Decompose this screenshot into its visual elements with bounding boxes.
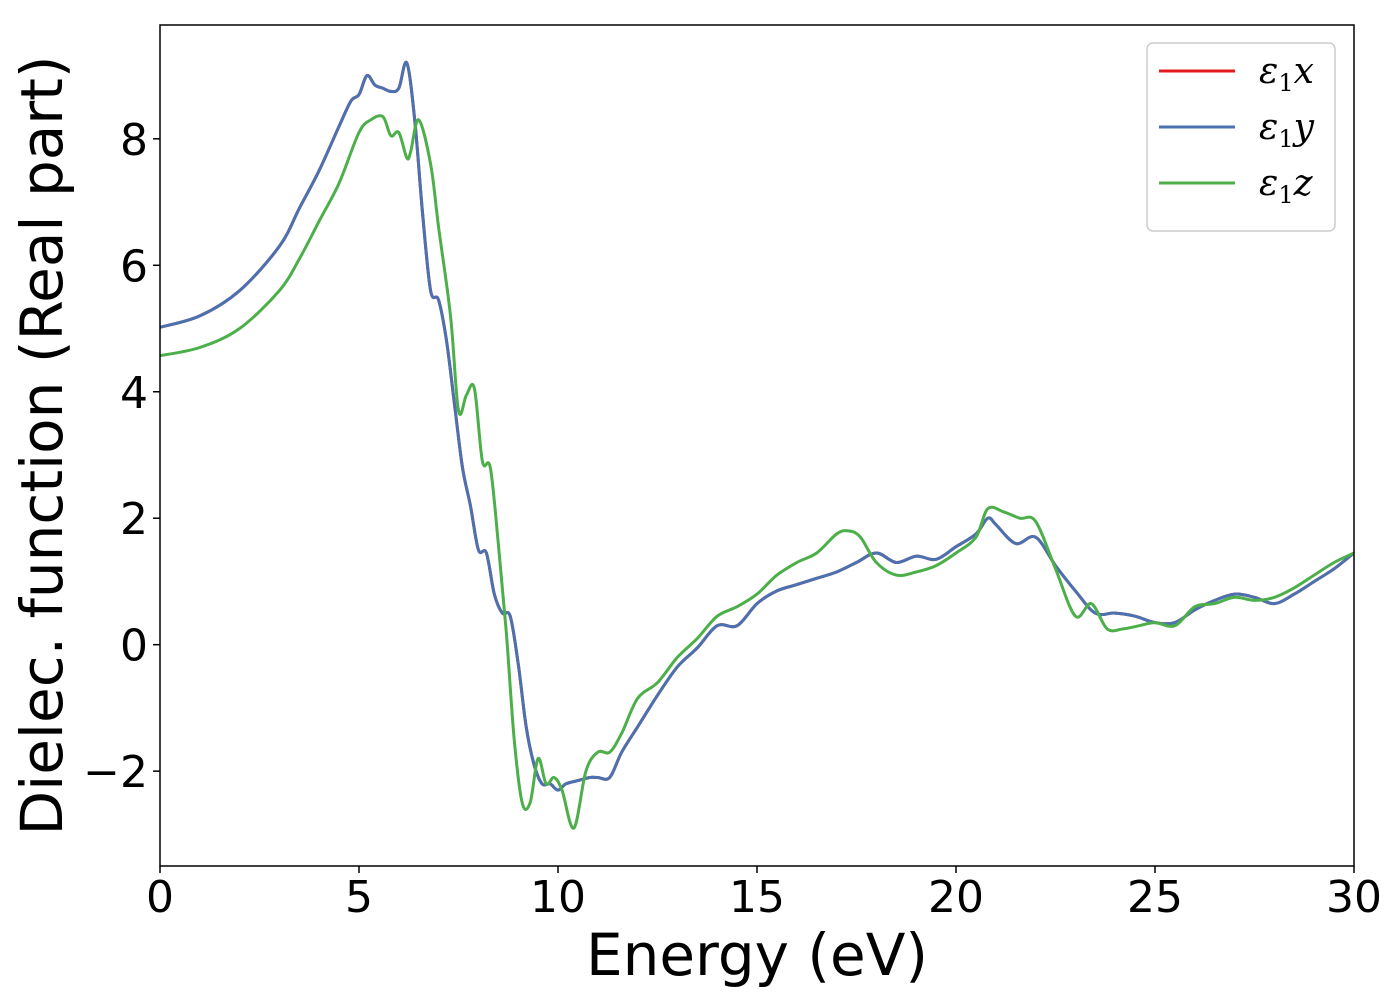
series-line-y (160, 60, 1354, 792)
y-tick-label: 8 (120, 115, 148, 166)
x-tick-label: 30 (1326, 872, 1382, 923)
x-tick-label: 25 (1127, 872, 1183, 923)
y-tick-label: 0 (120, 621, 148, 672)
x-tick-label: 20 (928, 872, 984, 923)
x-tick-label: 0 (146, 872, 174, 923)
x-axis-label: Energy (eV) (586, 921, 928, 989)
x-tick-label: 5 (345, 872, 373, 923)
x-tick-label: 10 (530, 872, 586, 923)
y-tick-label: 6 (120, 241, 148, 292)
legend-label-x: ε1x (1259, 51, 1314, 97)
series-layer (160, 60, 1354, 830)
legend: ε1x ε1y ε1z (1146, 42, 1336, 232)
legend-label-z: ε1z (1259, 163, 1314, 209)
series-line-z (160, 114, 1354, 830)
x-axis: 0 5 10 15 20 25 30 (146, 866, 1382, 923)
legend-label-y: ε1y (1259, 107, 1315, 153)
y-axis: −2 0 2 4 6 8 (83, 115, 160, 798)
y-axis-label: Dielec. function (Real part) (8, 55, 76, 835)
y-tick-label: 2 (120, 494, 148, 545)
y-tick-label: −2 (83, 747, 148, 798)
x-tick-label: 15 (729, 872, 785, 923)
y-tick-label: 4 (120, 368, 148, 419)
